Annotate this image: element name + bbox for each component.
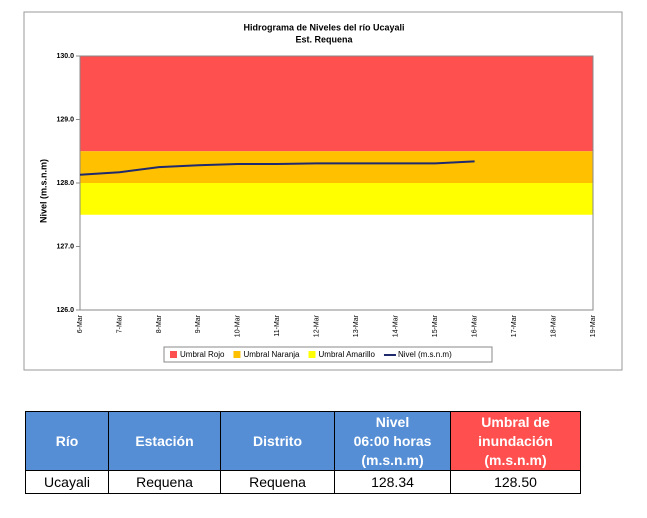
threshold-band — [80, 183, 593, 215]
cell: Ucayali — [25, 470, 109, 494]
chart: Hidrograma de Niveles del río Ucayali Es… — [23, 11, 623, 371]
legend-label: Umbral Amarillo — [319, 350, 376, 359]
legend-label: Umbral Rojo — [180, 350, 225, 359]
x-tick-label: 17-Mar — [511, 314, 518, 337]
x-tick-label: 16-Mar — [471, 314, 478, 337]
cell: Requena — [220, 470, 335, 494]
cell: 128.50 — [450, 470, 581, 494]
x-tick-label: 6-Mar — [77, 314, 84, 333]
y-tick-label: 130.0 — [56, 53, 74, 60]
header-text: (m.s.n.m) — [361, 451, 424, 468]
header-text: 06:00 horas — [353, 432, 432, 449]
x-tick-label: 12-Mar — [314, 314, 321, 337]
chart-subtitle: Est. Requena — [295, 34, 353, 44]
summary-table: Río Estación Distrito Nivel 06:00 horas (m.s.… — [25, 411, 581, 494]
y-tick-label: 126.0 — [56, 307, 74, 314]
header-text: (m.s.n.m) — [484, 451, 547, 468]
cell: Requena — [108, 470, 221, 494]
header-cell: Umbral de inundación (m.s.n.m) — [450, 411, 581, 471]
header-text: Nivel — [375, 413, 410, 430]
x-tick-label: 18-Mar — [550, 314, 557, 337]
y-tick-label: 129.0 — [56, 116, 74, 123]
x-tick-label: 8-Mar — [156, 314, 163, 333]
x-tick-label: 13-Mar — [353, 314, 360, 337]
x-tick-label: 11-Mar — [274, 314, 281, 336]
legend-swatch — [233, 351, 241, 358]
y-tick-label: 127.0 — [56, 243, 74, 250]
x-tick-label: 19-Mar — [590, 314, 597, 337]
y-axis-label: Nivel (m.s.n.m) — [38, 159, 48, 223]
legend-box — [163, 346, 493, 363]
threshold-band — [80, 56, 593, 152]
header-text: inundación — [478, 432, 553, 449]
data-row: Ucayali Requena Requena 128.34 128.50 — [25, 470, 581, 494]
header-cell: Nivel 06:00 horas (m.s.n.m) — [334, 411, 451, 471]
legend: Umbral Rojo Umbral Naranja Umbral Amarillo… — [163, 346, 493, 363]
header-row: Río Estación Distrito Nivel 06:00 horas (m.s.… — [25, 411, 581, 471]
x-tick-label: 14-Mar — [393, 314, 400, 337]
header-cell: Distrito — [220, 411, 335, 471]
legend-label: Umbral Naranja — [243, 350, 300, 359]
x-tick-label: 10-Mar — [235, 314, 242, 337]
x-tick-label: 9-Mar — [195, 314, 202, 333]
header-text: Río — [55, 432, 79, 449]
cell: 128.34 — [334, 470, 451, 494]
legend-swatch — [170, 351, 177, 358]
header-text: Estación — [135, 432, 194, 449]
chart-title: Hidrograma de Niveles del río Ucayali — [243, 22, 404, 32]
legend-swatch — [308, 351, 316, 358]
x-tick-label: 7-Mar — [116, 314, 123, 333]
header-cell: Río — [25, 411, 109, 471]
y-tick-label: 128.0 — [56, 180, 74, 187]
header-text: Distrito — [253, 432, 302, 449]
header-text: Umbral de — [481, 413, 550, 430]
level-line — [79, 160, 475, 176]
legend-label: Nivel (m.s.n.m) — [398, 350, 452, 359]
x-tick-label: 15-Mar — [432, 314, 439, 337]
header-cell: Estación — [108, 411, 221, 471]
